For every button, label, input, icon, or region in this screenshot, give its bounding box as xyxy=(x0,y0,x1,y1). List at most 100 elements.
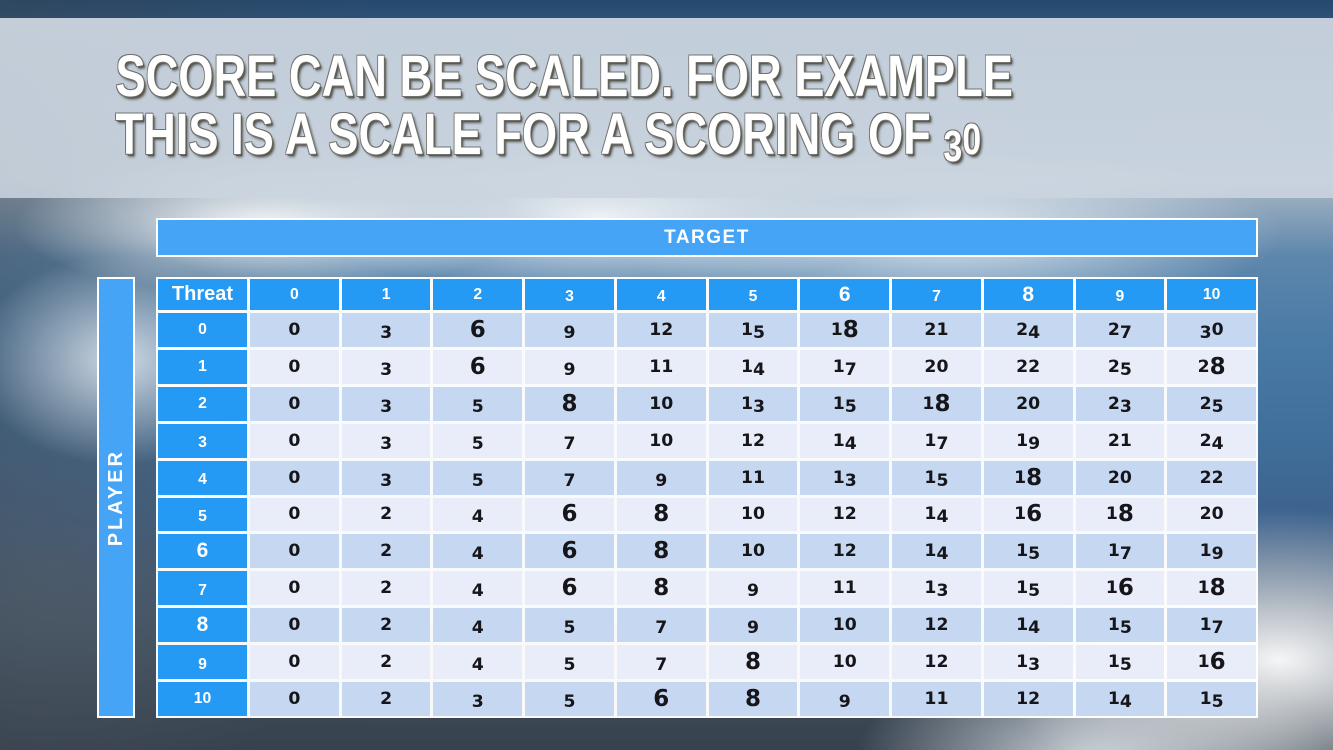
score-cell: 0 xyxy=(250,682,339,716)
score-cell: 7 xyxy=(616,645,706,680)
row-header: 2 xyxy=(158,386,247,421)
score-cell: 9 xyxy=(800,682,890,716)
row-header: 5 xyxy=(158,497,247,532)
score-cell: 8 xyxy=(708,682,798,716)
column-header: 3 xyxy=(525,279,614,310)
score-cell: 0 xyxy=(250,349,339,384)
score-cell: 9 xyxy=(525,313,614,347)
score-cell: 3 xyxy=(341,386,431,421)
score-cell: 3 xyxy=(341,423,431,458)
score-cell: 8 xyxy=(616,571,706,606)
score-cell: 6 xyxy=(525,534,614,569)
score-cell: 4 xyxy=(433,571,523,606)
score-cell: 6 xyxy=(616,682,706,716)
score-cell: 9 xyxy=(708,608,798,643)
score-cell: 5 xyxy=(433,386,523,421)
row-header: 1 xyxy=(158,349,247,384)
score-cell: 8 xyxy=(616,497,706,532)
score-cell: 7 xyxy=(525,423,614,458)
target-header-bar: TARGET xyxy=(156,218,1258,257)
column-header: 4 xyxy=(616,279,706,310)
threat-corner-header: Threat xyxy=(158,279,247,310)
column-header: 5 xyxy=(708,279,798,310)
score-cell: 2 xyxy=(341,608,431,643)
score-cell: 2 xyxy=(341,682,431,716)
score-cell: 6 xyxy=(525,497,614,532)
score-cell: 4 xyxy=(433,645,523,680)
column-header: 7 xyxy=(892,279,981,310)
score-cell: 0 xyxy=(250,423,339,458)
row-header: 9 xyxy=(158,645,247,680)
score-cell: 3 xyxy=(341,313,431,347)
score-cell: 5 xyxy=(525,682,614,716)
column-header: 9 xyxy=(1075,279,1165,310)
column-header: 0 xyxy=(250,279,339,310)
score-cell: 8 xyxy=(708,645,798,680)
score-cell: 4 xyxy=(433,497,523,532)
score-cell: 5 xyxy=(525,645,614,680)
score-cell: 0 xyxy=(250,313,339,347)
row-header: 3 xyxy=(158,423,247,458)
score-cell: 4 xyxy=(433,534,523,569)
score-cell: 9 xyxy=(616,460,706,495)
score-cell: 9 xyxy=(708,571,798,606)
row-header: 0 xyxy=(158,313,247,347)
player-header-bar: PLAYER xyxy=(97,277,135,718)
column-header: 2 xyxy=(433,279,523,310)
target-label: TARGET xyxy=(664,226,750,248)
score-cell: 0 xyxy=(250,497,339,532)
score-cell: 6 xyxy=(433,313,523,347)
score-cell: 3 xyxy=(341,460,431,495)
score-cell: 6 xyxy=(525,571,614,606)
score-cell: 0 xyxy=(250,645,339,680)
column-header: 8 xyxy=(983,279,1073,310)
player-label: PLAYER xyxy=(104,448,127,547)
row-header: 6 xyxy=(158,534,247,569)
score-cell: 5 xyxy=(433,460,523,495)
score-cell: 9 xyxy=(525,349,614,384)
